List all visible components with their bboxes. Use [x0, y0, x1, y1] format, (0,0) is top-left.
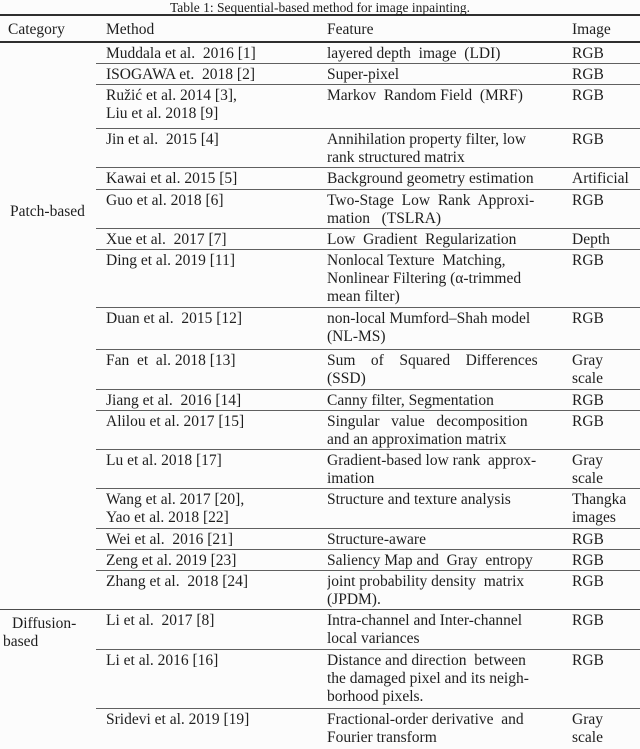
cell-image: Gray scale [572, 349, 640, 390]
cell-feature: Annihilation property filter, low rank s… [327, 128, 572, 168]
column-header-feature: Feature [327, 15, 572, 43]
cell-image: RGB [572, 570, 640, 610]
cell-image: Gray scale [572, 708, 640, 749]
cell-method: Sridevi et al. 2019 [19] [96, 708, 327, 749]
cell-method: Zeng et al. 2019 [23] [96, 549, 327, 571]
table-row: Patch-based Muddala et al. 2016 [1] laye… [0, 41, 640, 220]
cell-image: RGB [572, 649, 640, 709]
cell-image: RGB [572, 549, 640, 571]
cell-method: Zhang et al. 2018 [24] [96, 570, 327, 610]
table-caption: Table 1: Sequential-based method for ima… [169, 0, 471, 15]
table-row: Alilou et al. 2017 [15] Singular value d… [0, 410, 640, 450]
cell-image: Depth [572, 228, 640, 250]
cell-feature: Sum of Squared Differences (SSD) [327, 349, 572, 390]
cell-method: Muddala et al. 2016 [1] [96, 41, 327, 64]
cell-image: Gray scale [572, 449, 640, 489]
cell-image: RGB [572, 41, 640, 64]
table-row: Jiang et al. 2016 [14] Canny filter, Seg… [0, 389, 640, 411]
cell-method: Jin et al. 2015 [4] [96, 128, 327, 168]
cell-feature: Low Gradient Regularization [327, 228, 572, 250]
cell-method: Kawai et al. 2015 [5] [96, 167, 327, 190]
table-row: Zhang et al. 2018 [24] joint probability… [0, 570, 640, 610]
inpainting-methods-table: Category Method Feature Image Patch-base… [0, 14, 640, 749]
cell-feature: Structure and texture analysis [327, 488, 572, 529]
cell-method: ISOGAWA et. 2018 [2] [96, 63, 327, 85]
cell-feature: Super-pixel [327, 63, 572, 85]
column-header-image: Image [572, 15, 640, 43]
cell-method: Wei et al. 2016 [21] [96, 528, 327, 550]
table-header-row: Category Method Feature Image [0, 15, 640, 43]
table-row: Ding et al. 2019 [11] Nonlocal Texture M… [0, 249, 640, 308]
cell-feature: layered depth image (LDI) [327, 41, 572, 64]
cell-image: RGB [572, 189, 640, 229]
cell-method: Alilou et al. 2017 [15] [96, 410, 327, 450]
cell-image: RGB [572, 410, 640, 450]
cell-method: Fan et al. 2018 [13] [96, 349, 327, 390]
table-row: Diffusion- based Li et al. 2017 [8] Intr… [0, 609, 640, 749]
cell-image: RGB [572, 249, 640, 308]
table-row: Lu et al. 2018 [17] Gradient-based low r… [0, 449, 640, 489]
table-row: Xue et al. 2017 [7] Low Gradient Regular… [0, 228, 640, 250]
cell-feature: non-local Mumford–Shah model (NL-MS) [327, 307, 572, 350]
cell-feature: Structure-aware [327, 528, 572, 550]
cell-method: Duan et al. 2015 [12] [96, 307, 327, 350]
table-row: Wang et al. 2017 [20], Yao et al. 2018 [… [0, 488, 640, 529]
cell-feature: Gradient-based low rank approx- imation [327, 449, 572, 489]
table-row: ISOGAWA et. 2018 [2] Super-pixel RGB [0, 63, 640, 85]
column-header-category: Category [0, 15, 96, 43]
cell-method: Guo et al. 2018 [6] [96, 189, 327, 229]
cell-feature: joint probability density matrix (JPDM). [327, 570, 572, 610]
cell-feature: Intra-channel and Inter-channel local va… [327, 609, 572, 650]
cell-feature: Nonlocal Texture Matching, Nonlinear Fil… [327, 249, 572, 308]
cell-feature: Singular value decomposition and an appr… [327, 410, 572, 450]
cell-image: RGB [572, 528, 640, 550]
table-row: Ružić et al. 2014 [3], Liu et al. 2018 [… [0, 84, 640, 129]
cell-method: Lu et al. 2018 [17] [96, 449, 327, 489]
cell-feature: Fractional-order derivative and Fourier … [327, 708, 572, 749]
cell-image: RGB [572, 307, 640, 350]
cell-method: Li et al. 2016 [16] [96, 649, 327, 709]
cell-feature: Background geometry estimation [327, 167, 572, 190]
cell-method: Wang et al. 2017 [20], Yao et al. 2018 [… [96, 488, 327, 529]
cell-category-patch-based: Patch-based [10, 203, 85, 220]
cell-image: RGB [572, 63, 640, 85]
table-row: Jin et al. 2015 [4] Annihilation propert… [0, 128, 640, 168]
table-row: Kawai et al. 2015 [5] Background geometr… [0, 167, 640, 190]
cell-image: RGB [572, 128, 640, 168]
table-row: Wei et al. 2016 [21] Structure-aware RGB [0, 528, 640, 550]
table-row: Fan et al. 2018 [13] Sum of Squared Diff… [0, 349, 640, 390]
table-row: Sridevi et al. 2019 [19] Fractional-orde… [0, 708, 640, 749]
cell-feature: Two-Stage Low Rank Approxi- mation (TSLR… [327, 189, 572, 229]
table-row: Li et al. 2016 [16] Distance and directi… [0, 649, 640, 709]
cell-image: RGB [572, 609, 640, 650]
cell-method: Ružić et al. 2014 [3], Liu et al. 2018 [… [96, 84, 327, 129]
cell-method: Li et al. 2017 [8] [96, 609, 327, 650]
column-header-method: Method [96, 15, 327, 43]
cell-image: RGB [572, 389, 640, 411]
cell-feature: Saliency Map and Gray entropy [327, 549, 572, 571]
cell-method: Jiang et al. 2016 [14] [96, 389, 327, 411]
cell-method: Ding et al. 2019 [11] [96, 249, 327, 308]
cell-feature: Canny filter, Segmentation [327, 389, 572, 411]
cell-image: RGB [572, 84, 640, 129]
cell-feature: Markov Random Field (MRF) [327, 84, 572, 129]
table-row: Zeng et al. 2019 [23] Saliency Map and G… [0, 549, 640, 571]
table-row: Duan et al. 2015 [12] non-local Mumford–… [0, 307, 640, 350]
cell-method: Xue et al. 2017 [7] [96, 228, 327, 250]
cell-feature: Distance and direction between the damag… [327, 649, 572, 709]
table-row: Guo et al. 2018 [6] Two-Stage Low Rank A… [0, 189, 640, 229]
cell-category-diffusion-based: Diffusion- based [0, 609, 96, 749]
cell-image: Artificial [572, 167, 640, 190]
cell-image: Thangka images [572, 488, 640, 529]
